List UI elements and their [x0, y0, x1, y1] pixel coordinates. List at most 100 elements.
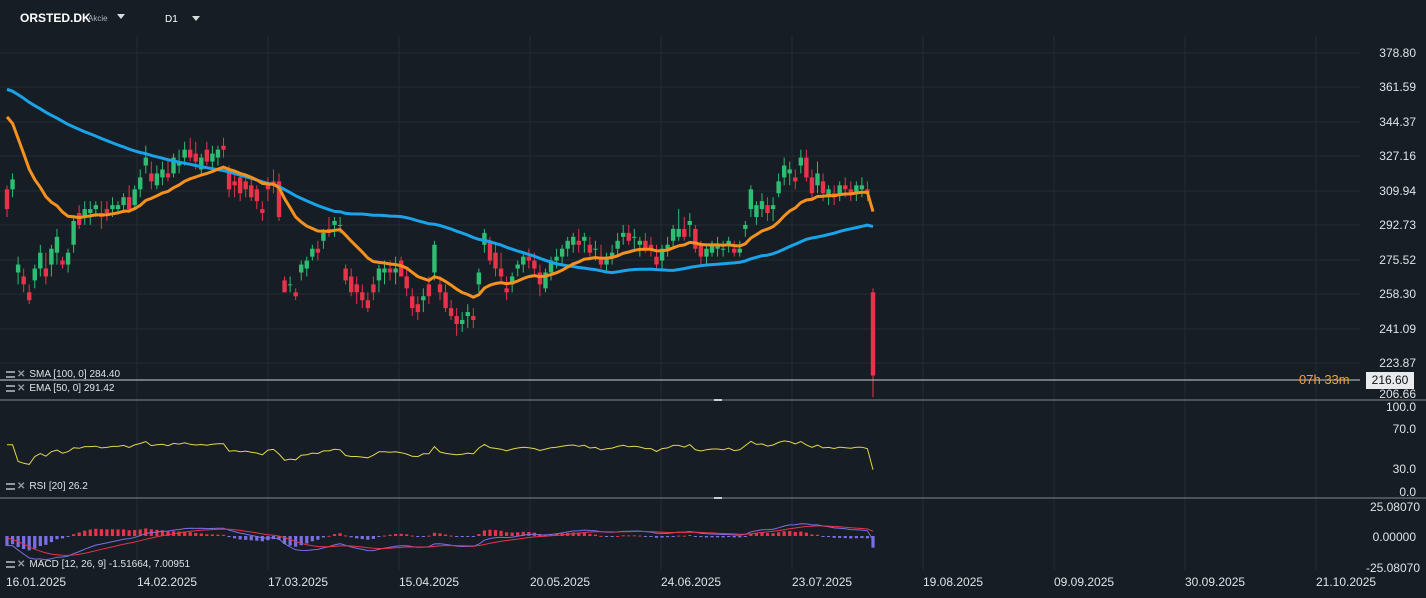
- candle-body: [709, 244, 715, 253]
- candle-body: [793, 177, 798, 182]
- rsi-legend[interactable]: ✕ RSI [20] 26.2: [6, 481, 88, 492]
- macd-axis-label: -25.08070: [1365, 561, 1420, 575]
- candle-body: [199, 157, 204, 170]
- macd-bar: [438, 533, 442, 536]
- candle-body: [54, 236, 60, 253]
- macd-bar: [144, 528, 148, 536]
- candle-body: [637, 240, 643, 245]
- close-icon[interactable]: ✕: [17, 369, 26, 380]
- candle-body: [615, 240, 620, 249]
- macd-bar: [427, 535, 431, 537]
- macd-bar: [754, 532, 759, 536]
- date-label: 14.02.2025: [137, 575, 198, 589]
- macd-bar: [88, 529, 92, 536]
- macd-bar: [60, 536, 65, 539]
- macd-bar: [421, 536, 425, 537]
- close-icon[interactable]: ✕: [17, 481, 26, 492]
- macd-bar: [643, 536, 647, 537]
- candle-body: [232, 181, 237, 186]
- macd-bar: [493, 529, 498, 536]
- timeframe-dropdown-icon[interactable]: [192, 16, 200, 21]
- macd-bar: [682, 535, 686, 537]
- candle-body: [493, 252, 498, 269]
- candle-body: [537, 272, 543, 285]
- macd-bar: [388, 534, 392, 536]
- macd-bar: [77, 532, 81, 536]
- candle-body: [737, 248, 742, 253]
- pane-resize-handle[interactable]: [714, 399, 722, 401]
- macd-legend[interactable]: ✕ MACD [12, 26, 9] -1.51664, 7.00951: [6, 559, 190, 570]
- candle-body: [770, 205, 776, 210]
- settings-icon[interactable]: [6, 370, 15, 378]
- candle-body: [726, 240, 731, 245]
- candle-body: [404, 276, 409, 289]
- symbol-dropdown-icon[interactable]: [117, 14, 125, 19]
- close-icon[interactable]: ✕: [17, 383, 26, 394]
- macd-bar: [249, 536, 253, 541]
- macd-bar: [282, 536, 287, 544]
- candle-body: [410, 296, 415, 309]
- candle-body: [204, 149, 210, 162]
- macd-bar: [399, 533, 403, 536]
- candle-body: [798, 157, 804, 166]
- macd-bar: [699, 536, 703, 538]
- macd-bar: [138, 529, 142, 536]
- candle-body: [171, 157, 176, 174]
- macd-bar: [815, 534, 820, 536]
- macd-bar: [22, 536, 26, 550]
- macd-line: [6, 523, 874, 561]
- candle-body: [604, 256, 609, 265]
- pane-resize-handle[interactable]: [714, 497, 722, 499]
- ema-legend[interactable]: ✕ EMA [50, 0] 291.42: [6, 383, 114, 394]
- macd-bar: [627, 535, 631, 537]
- sma-legend[interactable]: ✕ SMA [100, 0] 284.40: [6, 369, 120, 380]
- candle-body: [332, 220, 337, 225]
- macd-bar: [616, 535, 620, 537]
- candle-body: [210, 153, 215, 162]
- candle-body: [498, 268, 504, 277]
- settings-icon[interactable]: [6, 560, 15, 568]
- macd-bar: [10, 536, 15, 545]
- symbol-name[interactable]: ORSTED.DK: [20, 11, 91, 25]
- price-label: 344.37: [1379, 115, 1416, 129]
- macd-bar: [349, 536, 353, 538]
- candle-body: [476, 272, 482, 285]
- date-label: 21.10.2025: [1316, 575, 1377, 589]
- close-icon[interactable]: ✕: [17, 559, 26, 570]
- settings-icon[interactable]: [6, 384, 15, 392]
- candle-body: [187, 149, 193, 158]
- macd-bar: [210, 534, 214, 536]
- macd-bar: [155, 529, 159, 536]
- chart-toolbar: ORSTED.DK Akcie D1: [0, 0, 1426, 36]
- candle-body: [870, 292, 876, 376]
- candle-body: [82, 209, 87, 218]
- candle-body: [387, 268, 393, 273]
- macd-bar: [599, 535, 603, 537]
- timeframe-selector[interactable]: D1: [165, 14, 178, 25]
- candle-body: [165, 173, 171, 178]
- rsi-line: [7, 440, 874, 470]
- date-label: 19.08.2025: [923, 575, 984, 589]
- candle-body: [643, 240, 648, 249]
- macd-bar: [99, 529, 103, 536]
- settings-icon[interactable]: [6, 482, 15, 490]
- candle-body: [360, 292, 365, 301]
- candle-body: [32, 268, 37, 281]
- macd-bar: [377, 536, 381, 537]
- candle-body: [654, 256, 659, 265]
- rsi-legend-value: 26.2: [68, 481, 88, 492]
- candle-body: [515, 264, 520, 269]
- candle-body: [704, 248, 709, 257]
- macd-bar: [205, 534, 209, 536]
- macd-bar: [704, 536, 709, 538]
- macd-legend-label: MACD [12, 26, 9]: [29, 559, 107, 570]
- macd-bar: [338, 533, 342, 536]
- ema-legend-value: 291.42: [83, 383, 115, 394]
- candle-body: [437, 284, 443, 293]
- candle-body: [160, 169, 165, 178]
- macd-bar: [799, 531, 803, 536]
- macd-bar: [33, 536, 37, 549]
- macd-bar: [188, 532, 192, 536]
- macd-bar: [227, 536, 231, 538]
